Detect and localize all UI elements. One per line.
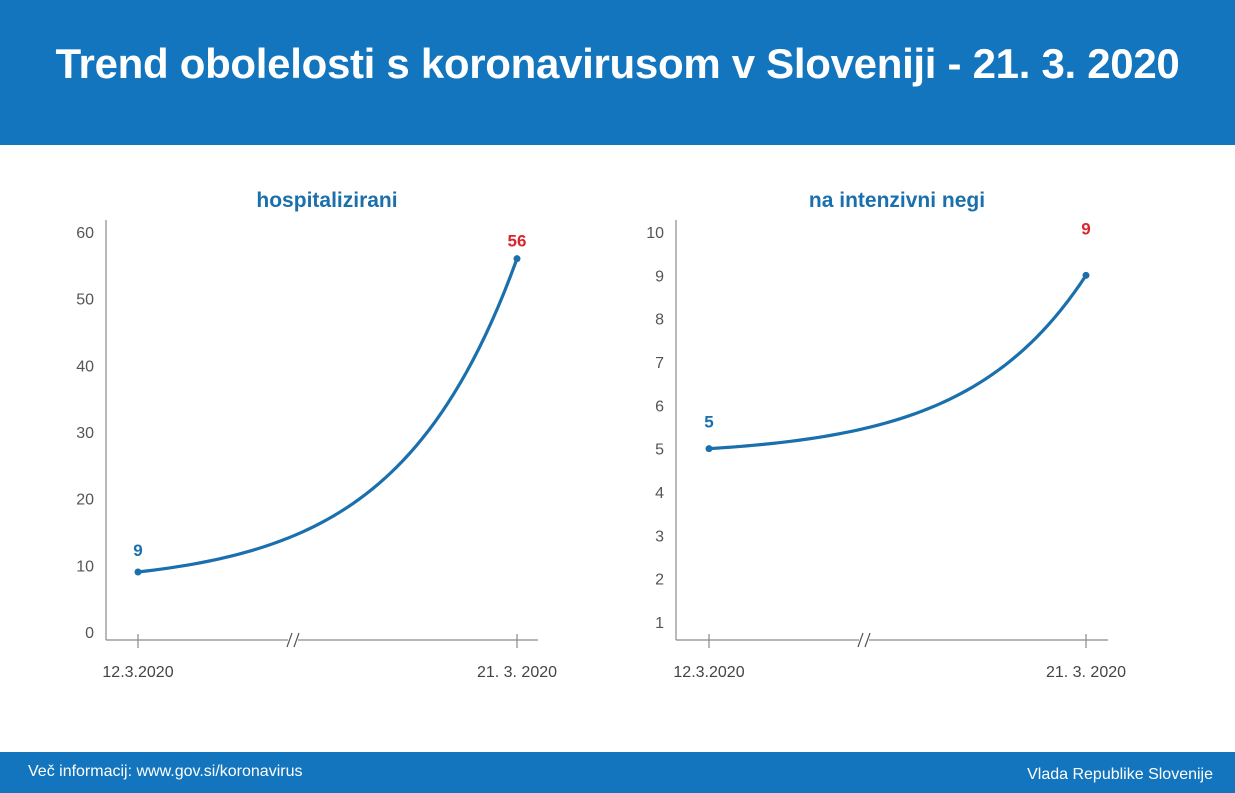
axis-break-mark	[857, 632, 864, 648]
y-tick-label: 50	[76, 292, 94, 309]
chart-intenzivna-nega: na intenzivni negi 1 2 3 4 5 6 7 8 9 10 12.3.2020 2…	[646, 189, 1126, 681]
data-label: 56	[508, 232, 527, 251]
y-tick-label: 60	[76, 225, 94, 242]
y-tick-label: 30	[76, 425, 94, 442]
data-label: 9	[1081, 219, 1090, 238]
header-banner: Trend obolelosti s koronavirusom v Slove…	[0, 0, 1235, 145]
axis-break-mark	[293, 632, 300, 648]
x-tick-label: 12.3.2020	[102, 664, 173, 681]
chart-title: hospitalizirani	[256, 189, 397, 212]
y-tick-label: 6	[655, 398, 664, 415]
y-tick-label: 40	[76, 358, 94, 375]
data-point	[134, 568, 142, 576]
y-tick-label: 10	[646, 225, 664, 242]
data-point	[513, 255, 521, 263]
data-label: 5	[704, 413, 713, 432]
x-tick-label: 21. 3. 2020	[477, 664, 557, 681]
page-title: Trend obolelosti s koronavirusom v Slove…	[55, 40, 1180, 87]
axis-break-mark	[864, 632, 871, 648]
axis-break-gap	[288, 637, 298, 643]
data-point	[1082, 271, 1090, 279]
y-tick-label: 2	[655, 572, 664, 589]
y-tick-label: 10	[76, 558, 94, 575]
footer-org-name: Vlada Republike Slovenije	[1027, 766, 1213, 783]
y-tick-label: 1	[655, 615, 664, 632]
series-line	[136, 257, 519, 574]
y-tick-label: 7	[655, 355, 664, 372]
data-label: 9	[133, 541, 142, 560]
y-tick-label: 5	[655, 442, 664, 459]
y-tick-label: 3	[655, 528, 664, 545]
series-line	[707, 273, 1088, 451]
y-tick-label: 9	[655, 268, 664, 285]
chart-title: na intenzivni negi	[809, 189, 985, 212]
footer-bar: Več informacij: www.gov.si/koronavirus V…	[0, 752, 1235, 793]
y-tick-label: 0	[85, 625, 94, 642]
x-tick-label: 21. 3. 2020	[1046, 664, 1126, 681]
data-point	[705, 445, 713, 453]
y-tick-label: 4	[655, 485, 664, 502]
footer-info-link[interactable]: Več informacij: www.gov.si/koronavirus	[28, 763, 303, 780]
y-tick-label: 20	[76, 492, 94, 509]
axis-break-mark	[286, 632, 293, 648]
chart-hospitalizirani: hospitalizirani 0 10 20 30 40 50 60 12.3.2020 21…	[76, 189, 557, 681]
axis-break-gap	[859, 637, 869, 643]
y-tick-label: 8	[655, 312, 664, 329]
x-tick-label: 12.3.2020	[673, 664, 744, 681]
